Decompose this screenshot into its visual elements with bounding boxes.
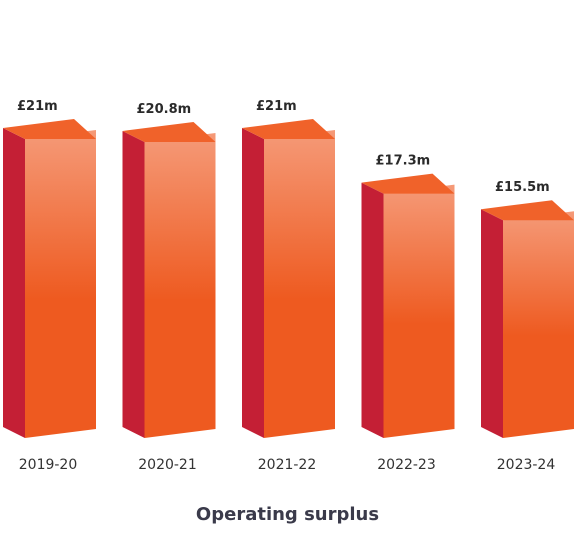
category-label: 2021-22 [258, 457, 317, 473]
category-label: 2023-24 [497, 457, 556, 473]
data-label: £21m [256, 99, 297, 114]
chart-title: Operating surplus [195, 504, 380, 525]
bar-front-face [264, 130, 335, 438]
bar-front-face [383, 184, 455, 438]
bar-side-face [3, 128, 25, 438]
bar-2023-24: £15.5m 2023-24 [481, 180, 574, 473]
category-label: 2019-20 [19, 457, 78, 473]
operating-surplus-chart: £21m 2019-20 £20.8m 2020-21 £21m 2021-22 £17.3… [3, 99, 574, 473]
bar-top-face [3, 119, 96, 139]
bar-top-face [481, 200, 574, 221]
data-label: £15.5m [495, 180, 550, 195]
bar-top-face [122, 121, 216, 142]
bar-top-face [242, 119, 335, 139]
bar-2020-21: £20.8m 2020-21 [122, 102, 216, 473]
bar-front-face [503, 211, 574, 438]
data-label: £20.8m [137, 102, 192, 117]
category-label: 2022-23 [377, 457, 436, 473]
data-label: £21m [17, 99, 58, 114]
bar-2019-20: £21m 2019-20 [3, 99, 96, 473]
bar-front-face [144, 132, 216, 438]
bar-2021-22: £21m 2021-22 [242, 99, 335, 473]
bar-side-face [242, 128, 264, 438]
category-label: 2020-21 [138, 457, 197, 473]
bar-side-face [481, 209, 503, 438]
bar-side-face [122, 130, 145, 438]
bar-side-face [361, 182, 384, 438]
bar-top-face [361, 173, 455, 194]
data-label: £17.3m [376, 154, 431, 169]
bar-2022-23: £17.3m 2022-23 [361, 154, 455, 473]
bar-front-face [25, 130, 96, 438]
